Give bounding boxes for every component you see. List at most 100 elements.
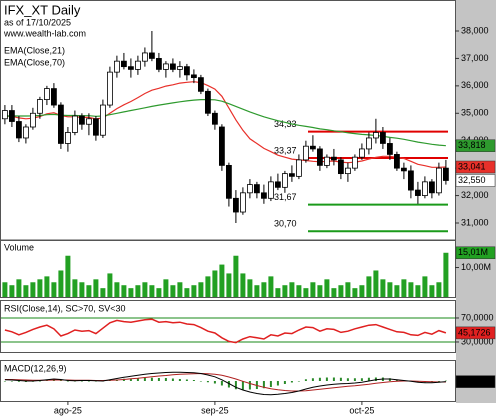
volume-bar	[212, 270, 218, 297]
macd-hist-bar	[304, 379, 307, 381]
macd-hist-bar	[199, 381, 202, 382]
macd-line	[4, 371, 446, 396]
last-value-label: -0,0252	[458, 376, 489, 386]
volume-bar	[275, 288, 281, 297]
volume-bar	[443, 252, 449, 297]
subtitle: as of 17/10/2025	[4, 17, 71, 27]
candle-body	[337, 159, 344, 175]
candle-body	[148, 52, 155, 59]
volume-bar	[429, 285, 435, 297]
candle-body	[8, 110, 15, 122]
candle-body	[407, 170, 414, 191]
candle-body	[330, 156, 337, 161]
candle-body	[232, 197, 239, 213]
last-value-label: 15,01M	[458, 247, 488, 257]
y-tick-label: 37,000	[461, 53, 489, 63]
volume-bar	[114, 282, 120, 297]
last-value-box	[455, 174, 496, 187]
candle-body	[351, 156, 358, 169]
volume-bar	[23, 285, 29, 297]
macd-hist-bar	[143, 377, 146, 381]
candle-body	[379, 132, 386, 144]
volume-bar	[247, 279, 253, 297]
volume-bar	[373, 270, 379, 297]
candle-body	[372, 132, 379, 139]
candle-body	[162, 63, 169, 70]
volume-bar	[79, 282, 85, 297]
volume-bar	[254, 285, 260, 297]
volume-bar	[135, 285, 141, 297]
candle-body	[169, 63, 176, 70]
candle-body	[428, 181, 435, 194]
volume-bar	[198, 282, 204, 297]
macd-pane	[0, 360, 456, 402]
candle-body	[281, 173, 288, 188]
volume-bar	[205, 276, 211, 297]
macd-hist-bar	[332, 377, 335, 381]
volume-bar	[142, 282, 148, 297]
candle-body	[1, 110, 8, 120]
macd-hist-bar	[339, 377, 342, 381]
volume-bar	[121, 285, 127, 297]
macd-hist-bar	[374, 377, 377, 381]
candle-body	[253, 184, 260, 194]
volume-pane	[0, 240, 456, 298]
volume-bar	[366, 276, 372, 297]
candle-body	[100, 104, 106, 136]
y-tick-label: 31,000	[461, 217, 489, 227]
candle-body	[246, 184, 253, 194]
level-label: 34,33	[274, 119, 297, 129]
rsi-line	[4, 318, 447, 344]
macd-hist-bar	[346, 378, 349, 381]
volume-bar	[37, 279, 43, 297]
macd-hist-bar	[234, 381, 237, 390]
macd-hist-bar	[66, 381, 69, 382]
macd-hist-bar	[276, 381, 279, 386]
macd-hist-bar	[129, 378, 132, 381]
legend-entry: EMA(Close,70)	[4, 57, 65, 67]
candle-body	[204, 90, 211, 114]
candle-body	[302, 145, 309, 161]
macd-hist-bar	[262, 381, 265, 389]
volume-bar	[415, 285, 421, 297]
y-tick-label: 30,0000	[461, 336, 494, 346]
candle-body	[127, 66, 134, 70]
candle-body	[65, 132, 71, 144]
x-tick-label: oct-25	[349, 405, 374, 415]
macd-hist-bar	[325, 377, 328, 381]
volume-bar	[338, 285, 344, 297]
macd-hist-bar	[283, 381, 286, 384]
volume-bar	[177, 282, 183, 297]
candle-body	[309, 145, 316, 150]
candle-body	[421, 181, 428, 196]
candle-body	[15, 121, 22, 139]
candle-body	[44, 88, 50, 100]
volume-bar	[436, 282, 442, 297]
candle-body	[274, 181, 281, 188]
macd-hist-bar	[227, 381, 230, 388]
macd-hist-bar	[248, 381, 251, 390]
candle-body	[316, 148, 323, 166]
pane-title: MACD(12,26,9)	[4, 363, 67, 373]
candle-body	[267, 181, 274, 199]
volume-bar	[310, 282, 316, 297]
level-label: 30,70	[274, 219, 297, 229]
macd-hist-bar	[437, 381, 440, 382]
candle-body	[190, 74, 197, 79]
y-tick-label: 32,000	[461, 190, 489, 200]
legend-entry: EMA(Close,21)	[4, 45, 65, 55]
macd-hist-bar	[17, 381, 20, 382]
candle-body	[288, 173, 295, 177]
volume-bar	[345, 282, 351, 297]
macd-hist-bar	[388, 378, 391, 381]
last-value-box	[455, 246, 496, 260]
volume-bar	[233, 255, 239, 297]
volume-bar	[30, 282, 36, 297]
candle-body	[225, 164, 232, 199]
macd-hist-bar	[80, 381, 83, 382]
candle-body	[239, 192, 246, 213]
candle-body	[37, 99, 43, 114]
level-label: 31,67	[274, 192, 297, 202]
candle-body	[155, 58, 162, 70]
marks: 31,00032,00033,00034,00035,00036,00037,0…	[1, 25, 496, 415]
